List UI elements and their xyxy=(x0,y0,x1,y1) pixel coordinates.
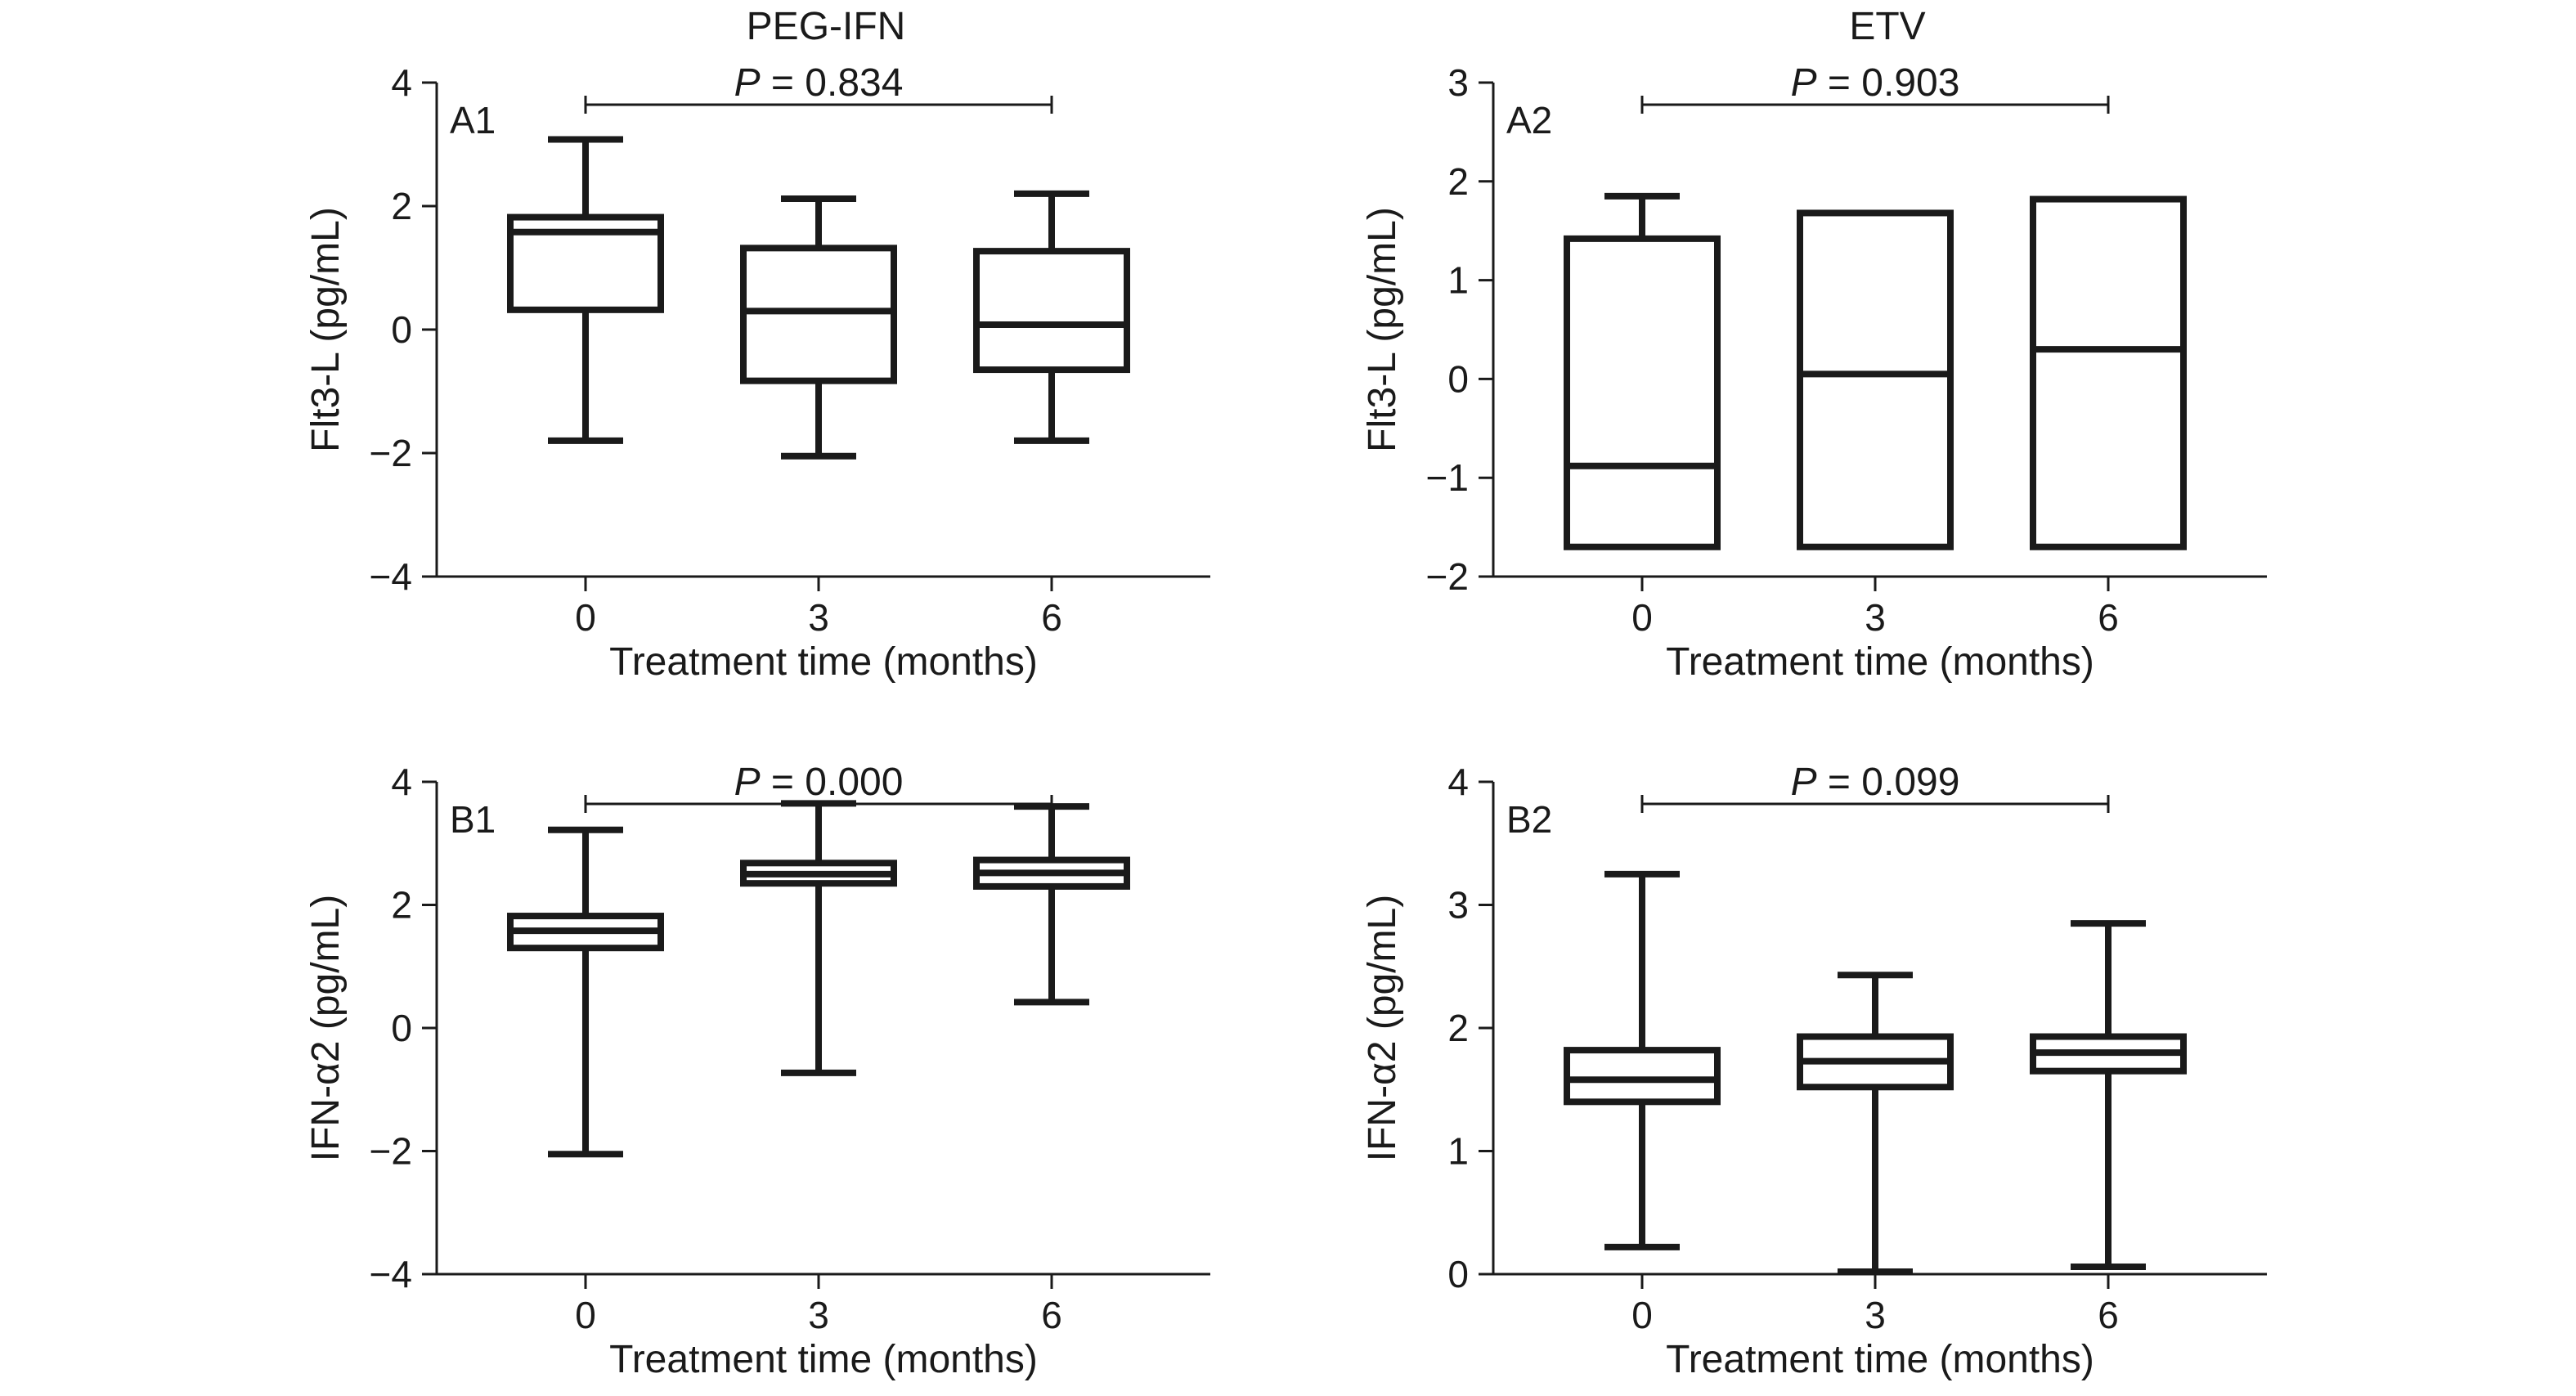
box-6-months xyxy=(973,803,1130,1006)
panel-label: B2 xyxy=(1506,798,1552,841)
y-tick-label: −2 xyxy=(370,1130,412,1173)
y-tick-label: 4 xyxy=(391,761,412,803)
y-tick-label: 0 xyxy=(1447,1253,1469,1295)
pvalue-symbol: P xyxy=(1791,61,1817,105)
x-tick-label: 6 xyxy=(1041,1294,1062,1336)
box-3-months xyxy=(1797,209,1954,550)
box-iqr xyxy=(1564,1047,1721,1106)
y-axis-title: IFN-α2 (pg/mL) xyxy=(1361,895,1404,1161)
y-tick-label: 2 xyxy=(391,884,412,927)
y-tick-label: 4 xyxy=(391,61,412,104)
y-tick-label: 2 xyxy=(1447,1007,1469,1049)
pvalue-text: P = 0.903 xyxy=(1791,61,1960,105)
box-6-months xyxy=(973,190,1130,444)
pvalue-value: = 0.000 xyxy=(761,761,904,804)
box-iqr xyxy=(973,248,1130,374)
column-title-etv: ETV xyxy=(1849,5,1925,48)
pvalue-text: P = 0.000 xyxy=(734,761,904,804)
x-tick-label: 6 xyxy=(2098,596,2119,639)
x-tick-label: 3 xyxy=(808,1294,829,1336)
y-tick-label: −4 xyxy=(370,1253,412,1295)
box-0-months xyxy=(507,136,664,444)
x-axis-title: Treatment time (months) xyxy=(609,1338,1038,1381)
pvalue-value: = 0.834 xyxy=(761,61,904,105)
x-tick-label: 6 xyxy=(2098,1294,2119,1336)
panel-label: A2 xyxy=(1506,99,1552,141)
box-iqr xyxy=(2030,195,2187,550)
box-6-months xyxy=(2030,920,2187,1270)
y-axis-title: Flt3-L (pg/mL) xyxy=(304,207,348,452)
pvalue-text: P = 0.834 xyxy=(734,61,904,105)
panel-label: A1 xyxy=(450,99,496,141)
y-axis-title: IFN-α2 (pg/mL) xyxy=(304,895,348,1161)
y-tick-label: 2 xyxy=(391,185,412,227)
x-tick-label: 0 xyxy=(575,1294,596,1336)
x-tick-label: 0 xyxy=(575,596,596,639)
y-tick-label: 3 xyxy=(1447,884,1469,927)
x-tick-label: 6 xyxy=(1041,596,1062,639)
pvalue-value: = 0.903 xyxy=(1817,61,1960,105)
x-axis-title: Treatment time (months) xyxy=(1666,1338,2094,1381)
y-tick-label: 3 xyxy=(1447,61,1469,104)
box-0-months xyxy=(1564,192,1721,550)
y-tick-label: 0 xyxy=(391,308,412,351)
y-tick-label: −2 xyxy=(1426,555,1469,598)
x-tick-label: 0 xyxy=(1631,596,1653,639)
pvalue-symbol: P xyxy=(734,61,761,105)
box-6-months xyxy=(2030,195,2187,550)
box-3-months xyxy=(740,195,897,460)
x-axis-title: Treatment time (months) xyxy=(609,640,1038,684)
panel-label: B1 xyxy=(450,798,496,841)
y-axis-title: Flt3-L (pg/mL) xyxy=(1361,207,1404,452)
box-0-months xyxy=(507,826,664,1158)
pvalue-text: P = 0.099 xyxy=(1791,761,1960,804)
box-iqr xyxy=(1797,209,1954,550)
x-tick-label: 3 xyxy=(808,596,829,639)
box-iqr xyxy=(1564,235,1721,550)
column-title-peg-ifn: PEG-IFN xyxy=(747,5,906,48)
x-tick-label: 0 xyxy=(1631,1294,1653,1336)
y-tick-label: 1 xyxy=(1447,259,1469,302)
y-tick-label: −4 xyxy=(370,555,412,598)
y-tick-label: −1 xyxy=(1426,456,1469,499)
box-iqr xyxy=(740,245,897,384)
x-tick-label: 3 xyxy=(1865,596,1886,639)
pvalue-symbol: P xyxy=(1791,761,1817,804)
x-tick-label: 3 xyxy=(1865,1294,1886,1336)
y-tick-label: 0 xyxy=(391,1007,412,1049)
box-3-months xyxy=(740,800,897,1076)
y-tick-label: −2 xyxy=(370,432,412,474)
box-3-months xyxy=(1797,972,1954,1275)
y-tick-label: 1 xyxy=(1447,1130,1469,1173)
y-tick-label: 2 xyxy=(1447,160,1469,203)
y-tick-label: 0 xyxy=(1447,357,1469,400)
pvalue-value: = 0.099 xyxy=(1817,761,1960,804)
x-axis-title: Treatment time (months) xyxy=(1666,640,2094,684)
pvalue-symbol: P xyxy=(734,761,761,804)
box-0-months xyxy=(1564,870,1721,1250)
y-tick-label: 4 xyxy=(1447,761,1469,803)
